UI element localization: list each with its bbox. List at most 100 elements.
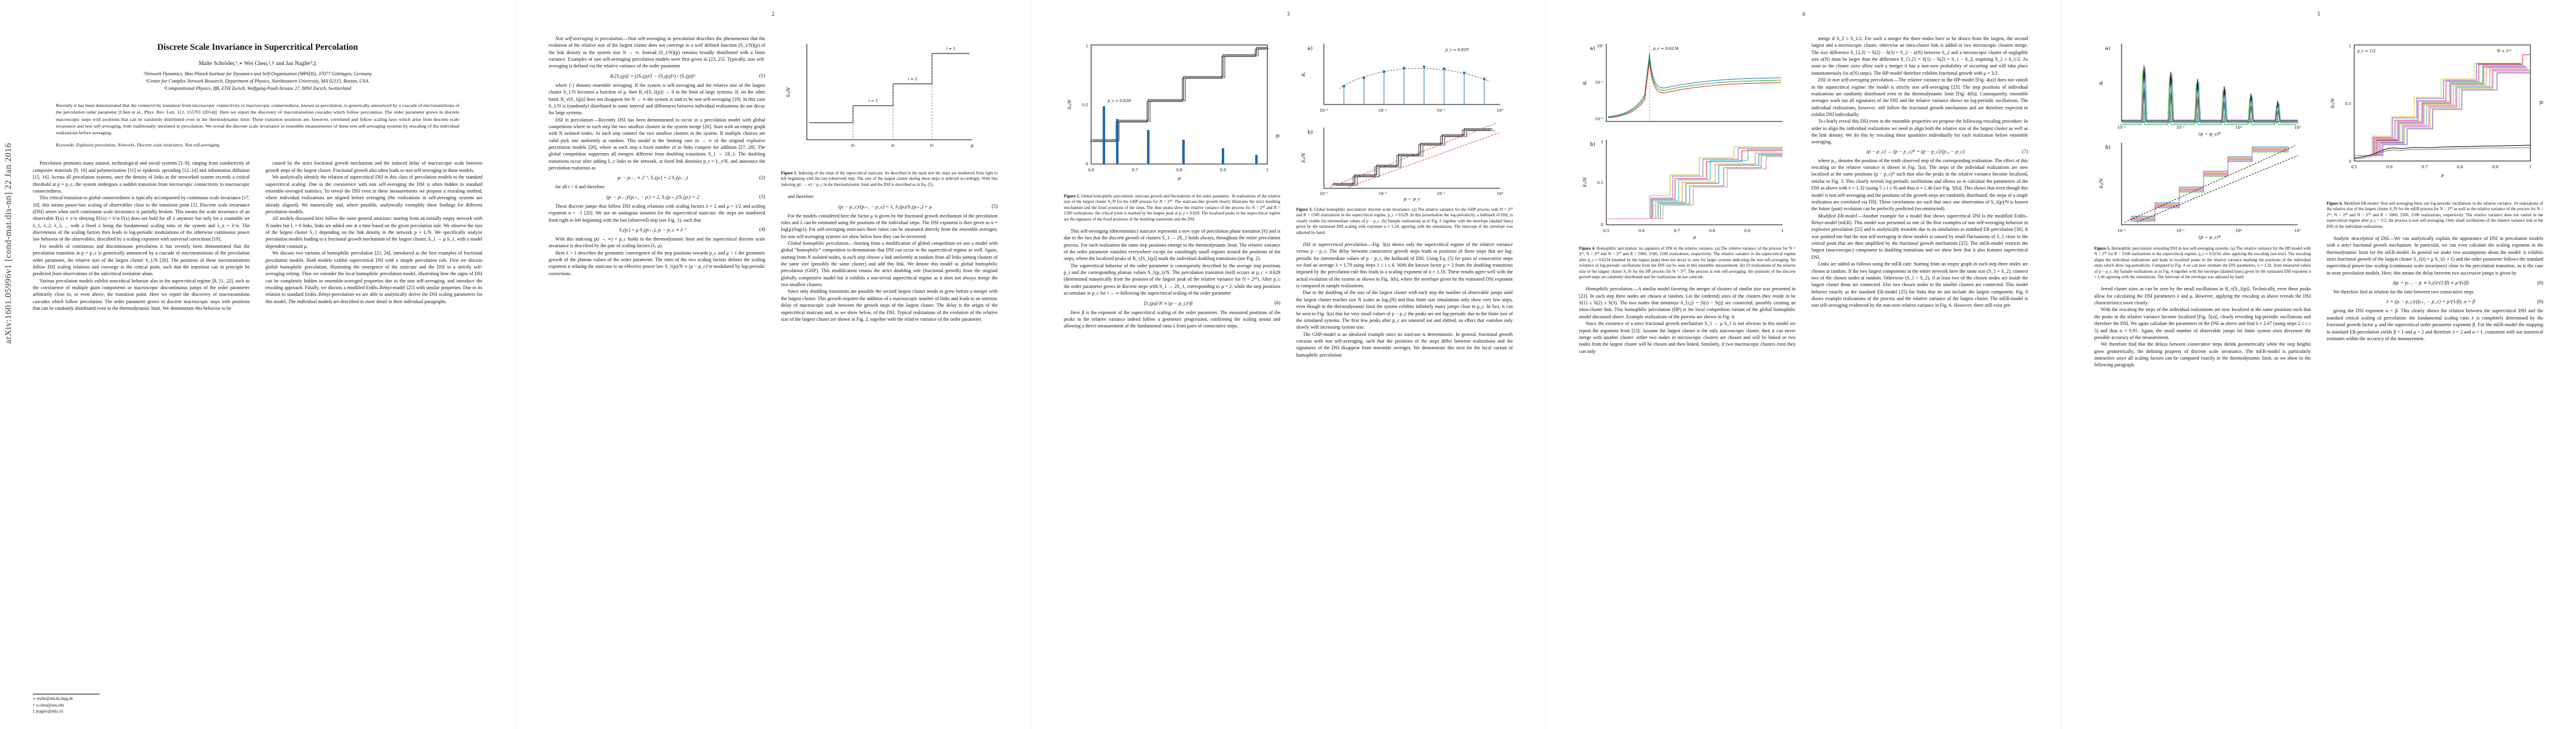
paragraph: These discrete jumps thus follow DSI sca…	[549, 203, 766, 223]
svg-text:1: 1	[2348, 44, 2351, 49]
variance-bars	[1103, 106, 1258, 164]
paragraph: The GHP-model is an idealized example si…	[1296, 331, 1513, 358]
text-run: We therefore find as relation for the ti…	[2327, 289, 2544, 295]
staircase-series	[809, 53, 970, 140]
svg-text:10⁻¹: 10⁻¹	[1437, 192, 1445, 196]
paragraph: For the models considered here the facto…	[781, 213, 998, 239]
staircase-series	[2354, 54, 2530, 156]
paragraph: Here λ > 1 describes the geometric conve…	[549, 250, 766, 276]
page-5: 5 a) Rᵥ	[2061, 0, 2576, 729]
paragraph: We therefore find that the delays betwee…	[2094, 341, 2311, 368]
panel-b-label: b)	[2105, 144, 2111, 151]
footnote: ∗ malte@nld.ds.mpg.de	[33, 697, 74, 702]
svg-text:1: 1	[1601, 140, 1603, 145]
svg-text:0: 0	[1601, 223, 1603, 227]
svg-text:0.9: 0.9	[2492, 165, 2498, 169]
paragraph: Since only doubling transitions are poss…	[781, 289, 998, 322]
paragraph: We analytically identify the relation of…	[265, 174, 482, 214]
page4-column-1: a) p_c ≈ 0.6234 Rᵥ 10⁰ 10⁻² 10⁻⁴	[1579, 35, 1796, 703]
paragraph: Analytic description of DSI.—We can anal…	[2326, 235, 2544, 276]
x-axis-label: p	[1693, 234, 1696, 240]
paragraph: for all r > 0 and therefore	[555, 184, 605, 190]
svg-text:0.6: 0.6	[1088, 168, 1094, 173]
y-axis-label: S₁/N	[1067, 99, 1072, 109]
page4-columns: a) p_c ≈ 0.6234 Rᵥ 10⁰ 10⁻² 10⁻⁴	[1579, 35, 2028, 703]
paragraph: where ⟨·⟩ denotes ensemble averaging. If…	[549, 82, 766, 116]
svg-text:0.9: 0.9	[1220, 168, 1226, 173]
page2-column-2: i = 3 i = 2 i = 1 p₃ p₂ p₁ p S₁/N Figure…	[781, 35, 998, 703]
paragraph: This critical transition to global conne…	[33, 195, 250, 242]
svg-text:10⁻²: 10⁻²	[2117, 229, 2126, 233]
svg-text:0.5: 0.5	[2345, 102, 2351, 106]
paragraph: We discuss two variants of homophilic pe…	[265, 250, 482, 304]
paragraph: This self-averaging (deterministic) stai…	[1064, 228, 1281, 262]
authors-line: Malte Schröder,¹,∗ Wei Chen,²,† and Jan …	[199, 61, 317, 67]
figure-4-caption: Figure 4. Homophilic percolation: no sig…	[1579, 247, 1796, 279]
paragraph: For models of continuous and discontinuo…	[33, 243, 250, 277]
panel-a-yticks: 10⁰ 10⁻² 10⁻⁴	[1595, 44, 1603, 122]
figure-3-caption: Figure 3. Global homophilic percolation:…	[1296, 208, 1513, 235]
page-3: 3	[1030, 0, 1546, 729]
figure-6: p_c = 1/2 N = 2²⁰ 0.5 0.6 0.7 0.8 0.9 1 …	[2327, 36, 2544, 230]
equation-4: S₁(pᵢ) = μ S₁(pᵢ₊₁), pᵢ − p_c ∝ λ⁻ⁱ (4)	[618, 227, 766, 233]
page-2: 2 Non self-averaging in percolation.—Non…	[515, 0, 1030, 729]
svg-text:1: 1	[1266, 168, 1269, 173]
abstract: Recently it has been demonstrated that t…	[56, 103, 459, 136]
footnote: † w.chen@neu.edu	[33, 703, 64, 708]
figure-1-caption: Figure 1. Indexing of the steps of the s…	[781, 171, 998, 187]
svg-text:10⁻¹: 10⁻¹	[1437, 109, 1445, 113]
paper-title: Discrete Scale Invariance in Supercritic…	[157, 43, 358, 52]
axes	[806, 44, 972, 140]
svg-text:10¹: 10¹	[2295, 126, 2301, 130]
svg-text:0: 0	[1086, 162, 1088, 166]
panel-b-series	[1329, 122, 1500, 188]
paragraph: Percolation promotes many natural, techn…	[33, 160, 250, 194]
text-run: For the models considered here the facto…	[781, 213, 998, 240]
affiliation: ³Computational Physics, IfB, ETH Zurich,…	[163, 86, 352, 91]
svg-text:1: 1	[1086, 44, 1088, 49]
page5-columns: a) Rᵥ 10⁻² 10⁻¹ 10⁰ 10¹ (p − p_c)*	[2094, 35, 2543, 703]
equation-1: Rᵥ[S₁(p)] = (⟨S₁(p)²⟩ − ⟨S₁(p)⟩²) / ⟨S₁(…	[610, 73, 766, 79]
panel-a-y-label: Rᵥ	[1582, 80, 1588, 86]
arxiv-watermark: arXiv:1601.05996v1 [cond-mat.dis-nn] 22 …	[4, 143, 13, 344]
affiliation: ²Center for Complex Network Research, De…	[145, 78, 370, 84]
text-run: Homophilic percolation.—A similar model …	[1579, 286, 1796, 355]
page3-column-1: p_c ≈ 0.629 0.6 0.7 0.8 0.9 1 1 0.5 0 p	[1064, 35, 1281, 703]
panel-b-axes	[1606, 140, 1783, 225]
paragraph: Homophilic percolation.—A similar model …	[1579, 286, 1796, 320]
x-axis-label: p	[2441, 173, 2444, 178]
panel-a-series	[1608, 53, 1782, 118]
figure-2-plot: p_c ≈ 0.629 0.6 0.7 0.8 0.9 1 1 0.5 0 p	[1067, 44, 1280, 181]
panel-b-x-label: (p − p_c)*	[2199, 234, 2221, 240]
svg-text:0.5: 0.5	[2351, 165, 2357, 169]
page1-columns: Percolation promotes many natural, techn…	[33, 160, 482, 597]
text-run: ferred cluster sizes as can be seen by t…	[2094, 286, 2311, 368]
paragraph: Since the existence of a strict fraction…	[1579, 321, 1796, 354]
axes	[1091, 44, 1268, 165]
svg-text:0.8: 0.8	[1176, 168, 1182, 173]
figure-6-plot: p_c = 1/2 N = 2²⁰ 0.5 0.6 0.7 0.8 0.9 1 …	[2330, 44, 2544, 178]
page-1: arXiv:1601.05996v1 [cond-mat.dis-nn] 22 …	[0, 0, 515, 729]
figure-1-plot: i = 3 i = 2 i = 1 p₃ p₂ p₁ p S₁/N	[786, 44, 973, 148]
paragraph: Modified ER-model.—Another example for a…	[1811, 213, 2029, 260]
equation-2: pᵣ − pᵣ₋₁ ∝ 2⁻ʳ, S₁(pᵣ) = 2 S₁(pᵣ₋₁) (2)	[617, 174, 766, 181]
panel-a-label: a)	[1590, 45, 1595, 52]
page4-column-2: merge if S_2 ≥ S_1/2. For such a merger …	[1812, 35, 2029, 703]
y-axis-label: S₁/N	[786, 87, 791, 97]
pc-annotation: p_c = 1/2	[2357, 49, 2376, 53]
svg-text:p₂: p₂	[891, 143, 895, 148]
paragraph: DSI in supercritical percolation.—Fig. 3…	[1296, 241, 1513, 289]
panel-b-label: b)	[1307, 129, 1313, 135]
panel-b-y-label: S₁/N	[1582, 177, 1588, 187]
pc-annotation: p_c ≈ 0.629	[1445, 48, 1468, 52]
svg-text:10⁰: 10⁰	[1496, 192, 1503, 196]
panel-b-axes	[1323, 128, 1500, 189]
paragraph: The supercritical behavior of the order …	[1064, 262, 1281, 296]
figure-1: i = 3 i = 2 i = 1 p₃ p₂ p₁ p S₁/N Figure…	[781, 36, 998, 188]
panel-a-axes	[2121, 44, 2298, 122]
svg-text:0.5: 0.5	[1082, 103, 1088, 108]
affiliations: ¹Network Dynamics, Max Planck Institute …	[33, 70, 482, 92]
page2-column-1: Non self-averaging in percolation.—Non s…	[549, 35, 766, 703]
svg-text:10⁰: 10⁰	[1597, 44, 1603, 49]
svg-text:0.9: 0.9	[1744, 229, 1750, 233]
